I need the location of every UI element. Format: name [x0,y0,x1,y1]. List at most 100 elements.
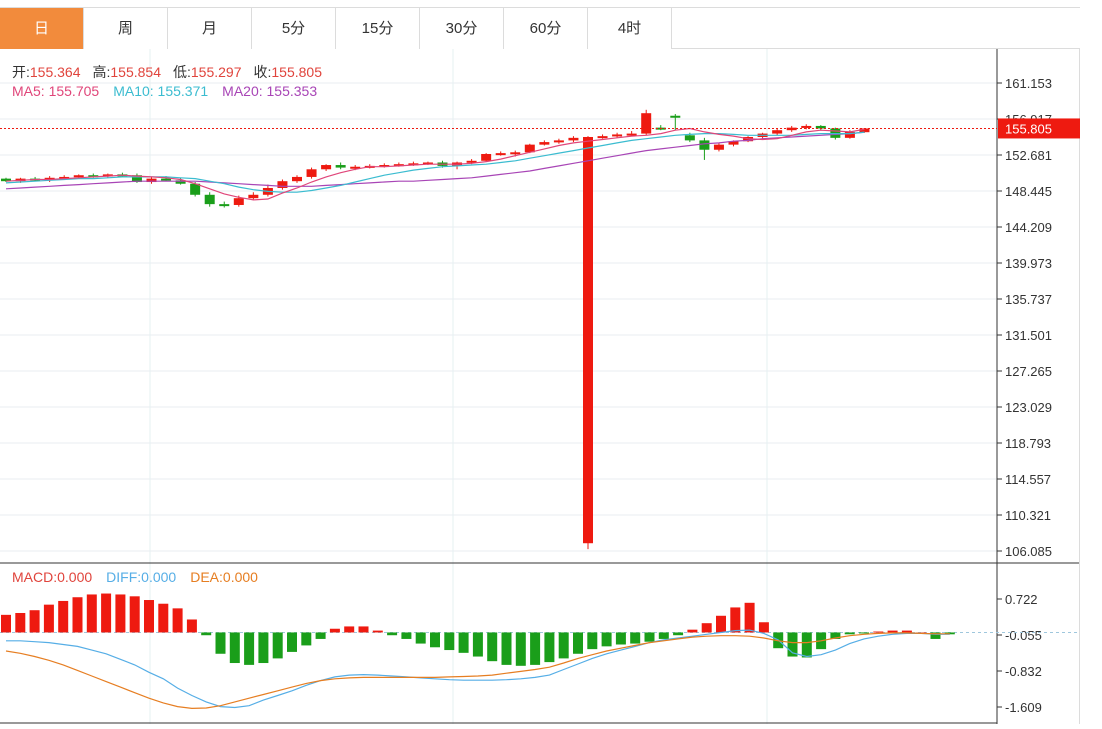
candle-body [786,127,797,131]
macd-bar [887,630,898,633]
candle-body [335,165,346,168]
ma5-value: 155.705 [48,83,100,99]
period-tabs: 日周月 5分 15分 30分 60分 4时 [0,7,1080,49]
macd-bar [186,619,197,633]
macd-bar [101,593,112,633]
macd-bar [630,632,641,644]
y-tick-label: 118.793 [1005,436,1051,451]
macd-bar [472,632,483,657]
tab-1[interactable]: 周 [84,8,168,49]
candle-body [408,163,419,166]
macd-bar [258,632,269,664]
macd-value: 0.000 [57,569,93,585]
macd-y-tick-label: 0.722 [1005,592,1038,607]
close-label: 收: [253,64,272,80]
low-label: 低: [173,64,191,80]
macd-bar [587,632,598,650]
candle-body [859,128,870,133]
candle-body [568,137,579,141]
candle-body [612,134,623,137]
macd-bar [687,629,698,633]
macd-bar [15,612,26,633]
candle-body [292,176,302,182]
macd-bar [730,607,741,633]
tab-7[interactable]: 4时 [588,8,672,49]
y-tick-label: 152.681 [1005,148,1052,163]
open-label: 开: [12,64,30,80]
macd-bar [401,632,412,639]
candle-body [495,153,506,156]
low-value: 155.297 [190,64,242,80]
candle-body [510,152,521,155]
candle-body [146,178,157,183]
high-label: 高: [92,64,111,80]
macd-bar [673,632,684,636]
macd-bar [129,596,140,633]
macd-bar [387,632,398,636]
y-tick-label: 106.085 [1005,544,1052,559]
candle-body [277,181,288,188]
macd-y-tick-label: -0.055 [1005,628,1042,643]
candle-body [641,113,652,134]
macd-bar [716,615,726,633]
macd-bar [601,632,612,647]
ma10-label: MA10: [113,83,154,99]
macd-bar [458,632,469,653]
ma10-value: 155.371 [157,83,209,99]
y-tick-label: 110.321 [1005,508,1051,523]
candle-body [772,130,783,134]
ohlc-info: 开:155.364 高:155.854 低:155.297 收:155.805 [12,62,322,82]
macd-bar [487,632,498,662]
macd-info: MACD:0.000 DIFF:0.000 DEA:0.000 [12,569,258,585]
diff-line [6,629,950,709]
tab-6[interactable]: 60分 [504,8,588,49]
macd-bar [615,632,626,645]
tab-4[interactable]: 15分 [336,8,420,49]
y-tick-label: 114.557 [1005,472,1051,487]
macd-bar [573,632,583,654]
candle-body [379,165,390,168]
candle-body [466,160,477,163]
ma5-label: MA5: [12,83,45,99]
candle-body [321,165,332,170]
diff-value: 0.000 [141,569,177,585]
y-tick-label: 148.445 [1005,184,1052,199]
ma20-label: MA20: [222,83,263,99]
candle-body [684,135,695,141]
tab-2[interactable]: 月 [168,8,252,49]
candle-body [553,140,564,143]
candle-body [597,136,608,139]
close-value: 155.805 [271,64,322,80]
last-price-tag [998,118,1081,139]
macd-bar [859,632,869,634]
macd-bar [544,632,555,663]
macd-bar [201,632,212,636]
candle-body [626,133,637,136]
macd-bar [287,632,297,652]
tab-3[interactable]: 5分 [252,8,336,49]
macd-bar [530,632,541,665]
candle-body [1,178,11,182]
candlestick-chart: 161.153156.917152.681148.445144.209139.9… [0,49,1081,724]
macd-bar [558,632,569,659]
macd-bar [701,623,712,633]
candle-body [524,144,535,153]
candle-body [728,141,739,145]
candle-body [422,162,433,165]
macd-bar [172,608,183,633]
candle-body [801,125,812,128]
macd-bar [72,597,83,633]
y-tick-label: 123.029 [1005,400,1052,415]
tab-0[interactable]: 日 [0,8,84,49]
ma20-value: 155.353 [266,83,318,99]
candle-body [844,131,855,138]
macd-bar [1,614,11,633]
macd-y-tick-label: -0.832 [1005,664,1042,679]
candle-body [73,175,84,178]
candle-body [102,174,113,177]
dea-label: DEA: [190,569,223,585]
tab-5[interactable]: 30分 [420,8,504,49]
diff-label: DIFF: [106,569,142,585]
candle-body [306,169,317,177]
macd-bar [801,632,812,658]
